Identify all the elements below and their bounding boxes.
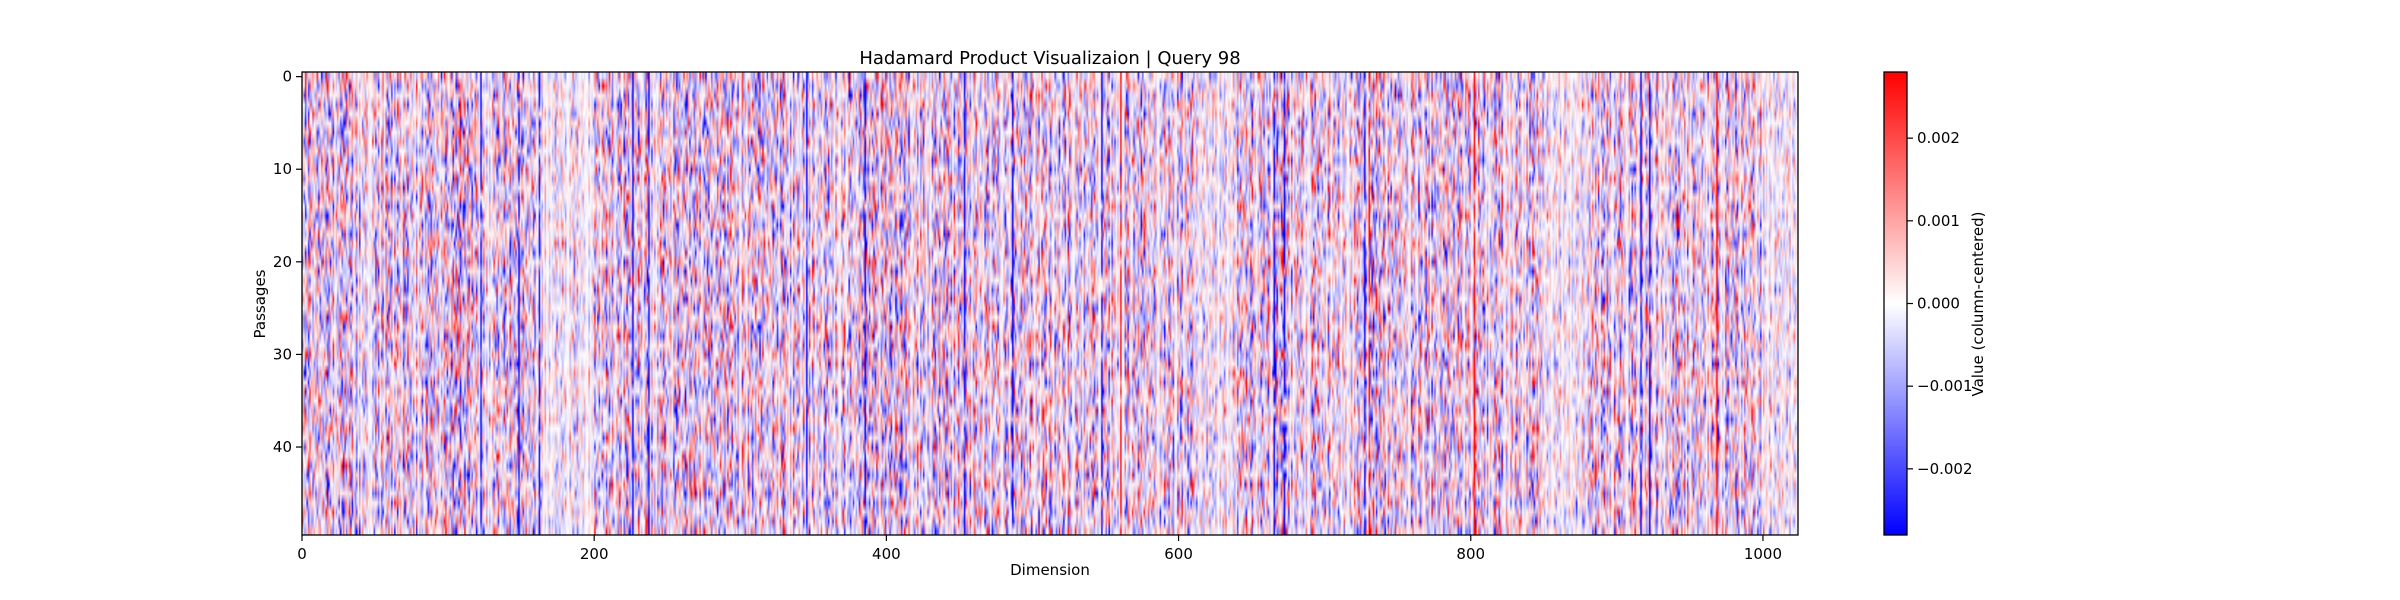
- x-tick-label: 800: [1456, 545, 1485, 563]
- y-tick-label: 20: [273, 253, 292, 271]
- colorbar-tick-label: 0.000: [1917, 295, 1960, 313]
- x-axis-label: Dimension: [1010, 561, 1090, 579]
- x-tick-label: 1000: [1744, 545, 1782, 563]
- colorbar: [1883, 71, 1908, 536]
- y-tick-label: 30: [273, 345, 292, 363]
- plot-frame: [301, 71, 1799, 536]
- colorbar-label: Value (column-centered): [1969, 212, 1987, 397]
- x-tick-label: 200: [580, 545, 609, 563]
- heatmap-image: [302, 72, 1798, 535]
- x-tick-label: 600: [1164, 545, 1193, 563]
- y-tick-label: 10: [273, 160, 292, 178]
- x-tick-label: 400: [872, 545, 901, 563]
- colorbar-tick-label: 0.002: [1917, 129, 1960, 147]
- y-axis-ticks: 0 10 20 30 40: [273, 68, 302, 456]
- y-axis-label: Passages: [251, 269, 269, 338]
- y-tick-label: 40: [273, 438, 292, 456]
- chart-title: Hadamard Product Visualizaion | Query 98: [859, 48, 1240, 69]
- x-axis-ticks: 0 200 400 600 800 1000: [297, 535, 1782, 563]
- colorbar-tick-label: 0.001: [1917, 212, 1960, 230]
- colorbar-tick-label: −0.002: [1917, 460, 1973, 478]
- colorbar-tick-label: −0.001: [1917, 377, 1973, 395]
- y-tick-label: 0: [282, 68, 292, 86]
- x-tick-label: 0: [297, 545, 307, 563]
- colorbar-ticks: −0.002 −0.001 0.000 0.001 0.002: [1907, 129, 1973, 478]
